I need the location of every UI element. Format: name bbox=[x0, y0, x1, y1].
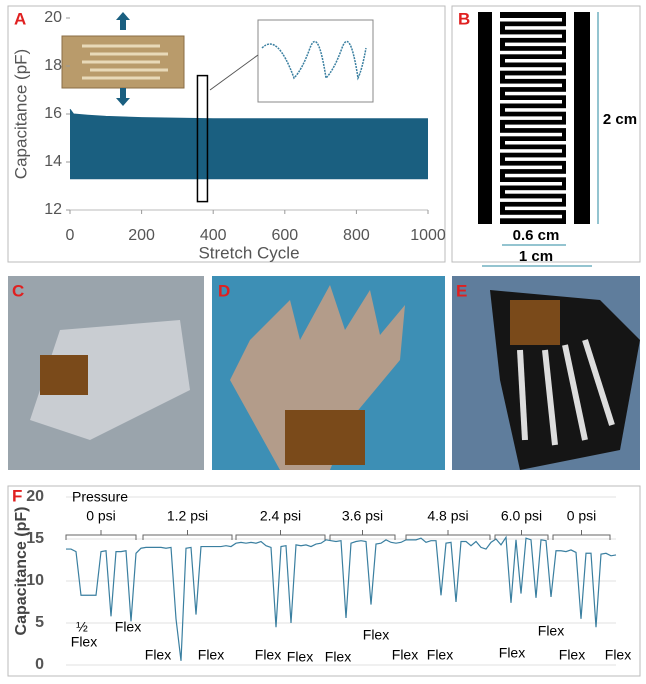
y-tick-label: 16 bbox=[44, 105, 62, 122]
y-tick-label: 5 bbox=[35, 614, 44, 631]
flex-label: Flex bbox=[115, 619, 141, 635]
electrode-gap bbox=[566, 12, 574, 224]
y-tick-label: 14 bbox=[44, 153, 62, 170]
pressure-title: Pressure bbox=[72, 489, 128, 505]
circuit-board bbox=[40, 355, 88, 395]
panel-label: F bbox=[12, 486, 22, 505]
y-tick-label: 12 bbox=[44, 201, 62, 218]
pressure-group: 0 psi bbox=[86, 508, 116, 524]
x-tick-label: 200 bbox=[128, 227, 155, 244]
pressure-group: 6.0 psi bbox=[501, 508, 542, 524]
flex-label: Flex bbox=[559, 647, 585, 663]
pressure-group: 1.2 psi bbox=[167, 508, 208, 524]
x-tick-label: 400 bbox=[200, 227, 227, 244]
flex-label: Flex bbox=[499, 645, 525, 661]
y-tick-label: 18 bbox=[44, 57, 62, 74]
electrode-gap bbox=[492, 12, 500, 224]
band-area bbox=[70, 109, 428, 179]
x-tick-label: 0 bbox=[66, 227, 75, 244]
circuit-board bbox=[510, 300, 560, 345]
pressure-group: 0 psi bbox=[567, 508, 597, 524]
dimension-label: 2 cm bbox=[603, 111, 637, 128]
pressure-group: 2.4 psi bbox=[260, 508, 301, 524]
dimension-label: 0.6 cm bbox=[513, 227, 560, 244]
panel-label: E bbox=[456, 281, 467, 300]
flex-label: Flex bbox=[287, 649, 313, 665]
dimension-label: 1 cm bbox=[519, 248, 553, 265]
pressure-group: 4.8 psi bbox=[427, 508, 468, 524]
y-axis-label: Capacitance (pF) bbox=[11, 49, 30, 179]
flex-label: Flex bbox=[71, 634, 97, 650]
x-tick-label: 800 bbox=[343, 227, 370, 244]
flex-label: Flex bbox=[145, 647, 171, 663]
flex-label: Flex bbox=[363, 627, 389, 643]
flex-label: ½ bbox=[76, 619, 88, 635]
flex-label: Flex bbox=[538, 623, 564, 639]
panel-label: B bbox=[458, 9, 470, 28]
panel-label: A bbox=[14, 9, 26, 28]
flex-label: Flex bbox=[427, 647, 453, 663]
flex-label: Flex bbox=[255, 647, 281, 663]
flex-label: Flex bbox=[392, 647, 418, 663]
x-tick-label: 600 bbox=[271, 227, 298, 244]
panel-label: C bbox=[12, 281, 24, 300]
panel-label: D bbox=[218, 281, 230, 300]
pressure-group: 3.6 psi bbox=[342, 508, 383, 524]
x-axis-label: Stretch Cycle bbox=[198, 243, 299, 262]
figure: A B 2 cm 0.6 cm 1 cm C D E F 12141618200… bbox=[0, 0, 646, 679]
y-tick-label: 20 bbox=[26, 488, 44, 505]
y-tick-label: 20 bbox=[44, 9, 62, 26]
flex-label: Flex bbox=[605, 647, 631, 663]
flex-label: Flex bbox=[198, 647, 224, 663]
flex-label: Flex bbox=[325, 649, 351, 665]
zoom-inset bbox=[258, 20, 373, 102]
y-axis-label: Capacitance (pF) bbox=[13, 507, 30, 636]
y-tick-label: 0 bbox=[35, 656, 44, 673]
circuit-board bbox=[285, 410, 365, 465]
x-tick-label: 1000 bbox=[410, 227, 446, 244]
